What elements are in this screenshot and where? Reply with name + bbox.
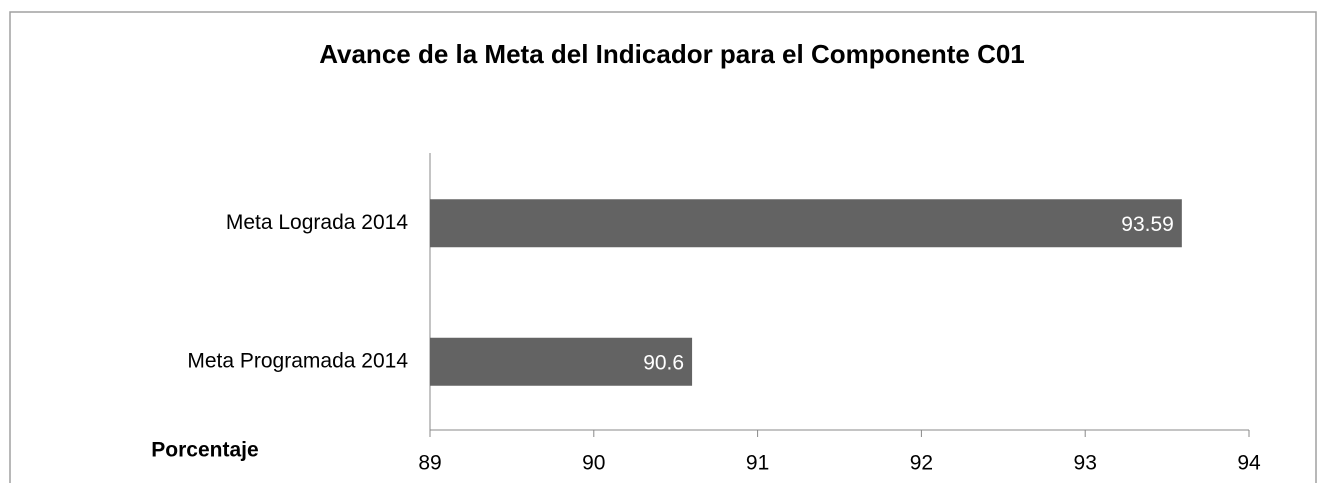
bar [430, 337, 693, 386]
y-tick-label: Meta Lograda 2014 [226, 211, 408, 234]
bar [430, 199, 1182, 248]
x-tick-label: 93 [1074, 452, 1097, 475]
data-label: 90.6 [643, 351, 684, 374]
data-label: 93.59 [1121, 213, 1174, 236]
x-tick-label: 89 [418, 452, 441, 475]
x-tick-label: 91 [746, 452, 769, 475]
chart-title: Avance de la Meta del Indicador para el … [319, 39, 1025, 69]
x-axis-label: Porcentaje [151, 439, 258, 462]
chart-frame [9, 11, 1317, 483]
y-tick-label: Meta Programada 2014 [187, 349, 408, 372]
x-tick-label: 94 [1237, 452, 1261, 475]
x-tick-label: 90 [582, 452, 605, 475]
x-tick-label: 92 [910, 452, 933, 475]
